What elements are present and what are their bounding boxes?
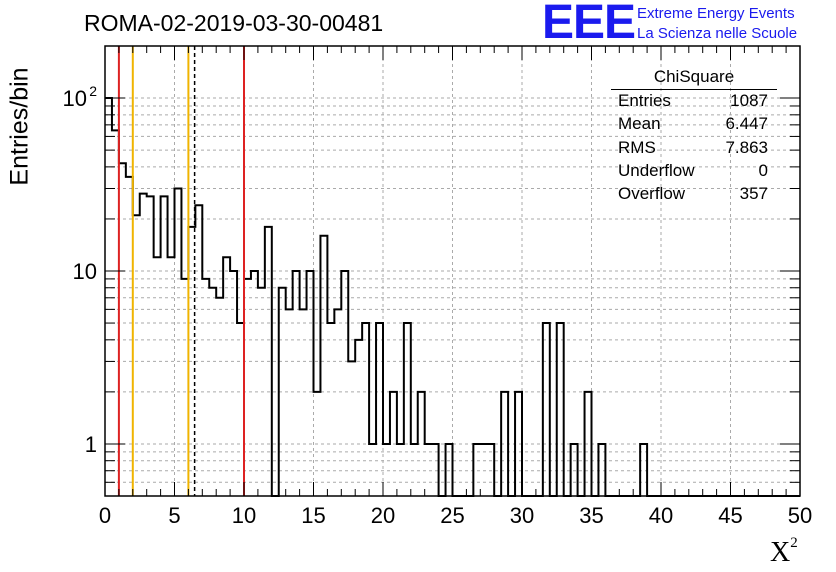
histogram-bin — [147, 196, 154, 496]
x-tick-label: 40 — [649, 503, 673, 528]
stats-value: 7.863 — [725, 138, 768, 157]
histogram-bin — [244, 279, 251, 496]
x-tick-label: 20 — [371, 503, 395, 528]
stats-row-underflow: Underflow 0 — [618, 161, 768, 181]
x-tick-label: 30 — [510, 503, 534, 528]
histogram-bin — [237, 323, 244, 496]
histogram-bin — [293, 271, 300, 496]
eee-logo: EEE — [542, 0, 636, 49]
stats-row-rms: RMS 7.863 — [618, 138, 768, 158]
histogram-bin — [362, 323, 369, 496]
histogram-bin — [126, 177, 133, 496]
x-axis-title-superscript: 2 — [790, 534, 798, 551]
histogram-bin — [376, 323, 383, 496]
stats-value: 357 — [739, 184, 768, 203]
stats-title: ChiSquare — [653, 67, 735, 86]
histogram-bin — [348, 361, 355, 496]
histogram-bin — [140, 194, 147, 496]
histogram-bin — [195, 205, 202, 496]
histogram-bin — [320, 236, 327, 496]
y-tick-label: 10 — [73, 259, 97, 284]
logo-text-line2: La Scienza nelle Scuole — [637, 25, 798, 42]
histogram-bin — [404, 323, 411, 496]
histogram-bin — [161, 196, 168, 496]
y-tick-label: 10 — [63, 86, 87, 111]
stats-label: RMS — [618, 138, 656, 157]
histogram-bin — [181, 279, 188, 496]
histogram-bin — [175, 188, 182, 496]
stats-label: Mean — [618, 114, 661, 133]
histogram-bin — [300, 309, 307, 496]
y-axis-title-text: Entries/bin — [5, 67, 34, 186]
y-tick-label-exponent: 2 — [89, 83, 97, 99]
stats-row-mean: Mean 6.447 — [618, 114, 768, 134]
stats-divider — [611, 89, 777, 90]
x-tick-label: 50 — [788, 503, 812, 528]
stats-row-entries: Entries 1087 — [618, 91, 768, 111]
histogram-bin — [327, 323, 334, 496]
histogram-bin — [334, 309, 341, 496]
histogram-bin — [133, 215, 140, 496]
histogram-bin — [543, 323, 550, 496]
x-axis-title-text: X — [770, 537, 791, 568]
x-tick-label: 35 — [579, 503, 603, 528]
stats-label: Entries — [618, 91, 671, 110]
histogram-bin — [286, 309, 293, 496]
stats-value: 0 — [758, 161, 768, 180]
histogram-bin — [355, 340, 362, 496]
histogram-bin — [251, 271, 258, 496]
x-tick-label: 10 — [232, 503, 256, 528]
stats-row-overflow: Overflow 357 — [618, 184, 768, 204]
y-tick-label: 1 — [85, 432, 97, 457]
logo-text-line1: Extreme Energy Events — [637, 5, 795, 22]
histogram-bin — [216, 298, 223, 496]
histogram-bin — [168, 257, 175, 496]
histogram-bin — [105, 98, 112, 496]
x-tick-label: 45 — [718, 503, 742, 528]
histogram-bin — [557, 323, 564, 496]
x-tick-label: 5 — [168, 503, 180, 528]
histogram-bin — [202, 279, 209, 496]
stats-label: Overflow — [618, 184, 686, 203]
x-axis-title: X2 — [770, 534, 798, 569]
stats-box: ChiSquare Entries 1087 Mean 6.447 RMS 7.… — [611, 67, 777, 208]
stats-label: Underflow — [618, 161, 695, 180]
histogram-bin — [341, 271, 348, 496]
stats-value: 6.447 — [725, 114, 768, 133]
histogram-bin — [230, 271, 237, 496]
stats-value: 1087 — [730, 91, 768, 110]
x-tick-label: 25 — [440, 503, 464, 528]
histogram-bin — [119, 163, 126, 496]
histogram-bin — [154, 257, 161, 496]
histogram-bin — [307, 271, 314, 496]
x-tick-label: 0 — [99, 503, 111, 528]
histogram-bin — [112, 130, 119, 496]
plot-title: ROMA-02-2019-03-30-00481 — [84, 10, 384, 36]
histogram-bin — [223, 257, 230, 496]
x-tick-label: 15 — [301, 503, 325, 528]
